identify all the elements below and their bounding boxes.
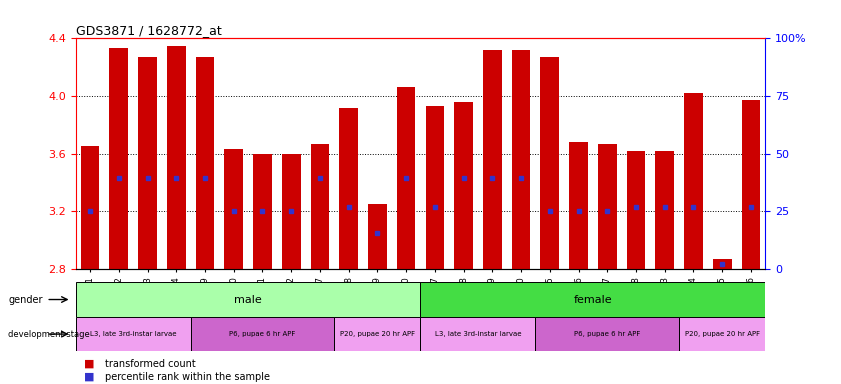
Bar <box>454 102 473 269</box>
Bar <box>282 154 300 269</box>
Bar <box>253 154 272 269</box>
Bar <box>138 57 157 269</box>
Text: P20, pupae 20 hr APF: P20, pupae 20 hr APF <box>340 331 415 337</box>
Text: percentile rank within the sample: percentile rank within the sample <box>105 372 270 382</box>
Bar <box>598 144 616 269</box>
Bar <box>655 151 674 269</box>
Bar <box>397 88 415 269</box>
Bar <box>167 46 186 269</box>
Bar <box>627 151 645 269</box>
Bar <box>196 57 214 269</box>
Bar <box>569 142 588 269</box>
Bar <box>483 50 502 269</box>
Text: ■: ■ <box>84 359 94 369</box>
Text: L3, late 3rd-instar larvae: L3, late 3rd-instar larvae <box>435 331 521 337</box>
Bar <box>426 106 444 269</box>
Bar <box>511 50 531 269</box>
Text: transformed count: transformed count <box>105 359 196 369</box>
Text: development stage: development stage <box>8 329 90 339</box>
Text: female: female <box>574 295 612 305</box>
Text: ■: ■ <box>84 372 94 382</box>
Text: L3, late 3rd-instar larvae: L3, late 3rd-instar larvae <box>90 331 177 337</box>
Bar <box>684 93 703 269</box>
Bar <box>81 146 99 269</box>
Bar <box>76 317 191 351</box>
Text: P6, pupae 6 hr APF: P6, pupae 6 hr APF <box>230 331 296 337</box>
Bar <box>339 108 358 269</box>
Text: P6, pupae 6 hr APF: P6, pupae 6 hr APF <box>574 331 641 337</box>
Bar <box>679 317 765 351</box>
Bar <box>536 317 679 351</box>
Text: gender: gender <box>8 295 43 305</box>
Bar <box>334 317 420 351</box>
Bar <box>191 317 334 351</box>
Bar <box>541 57 559 269</box>
Bar <box>225 149 243 269</box>
Text: P20, pupae 20 hr APF: P20, pupae 20 hr APF <box>685 331 759 337</box>
Text: GDS3871 / 1628772_at: GDS3871 / 1628772_at <box>76 24 221 37</box>
Bar <box>109 48 128 269</box>
Text: male: male <box>235 295 262 305</box>
Bar <box>420 282 765 317</box>
Bar <box>420 317 536 351</box>
Bar <box>368 204 387 269</box>
Bar <box>310 144 330 269</box>
Bar <box>742 100 760 269</box>
Bar <box>76 282 420 317</box>
Bar <box>713 259 732 269</box>
